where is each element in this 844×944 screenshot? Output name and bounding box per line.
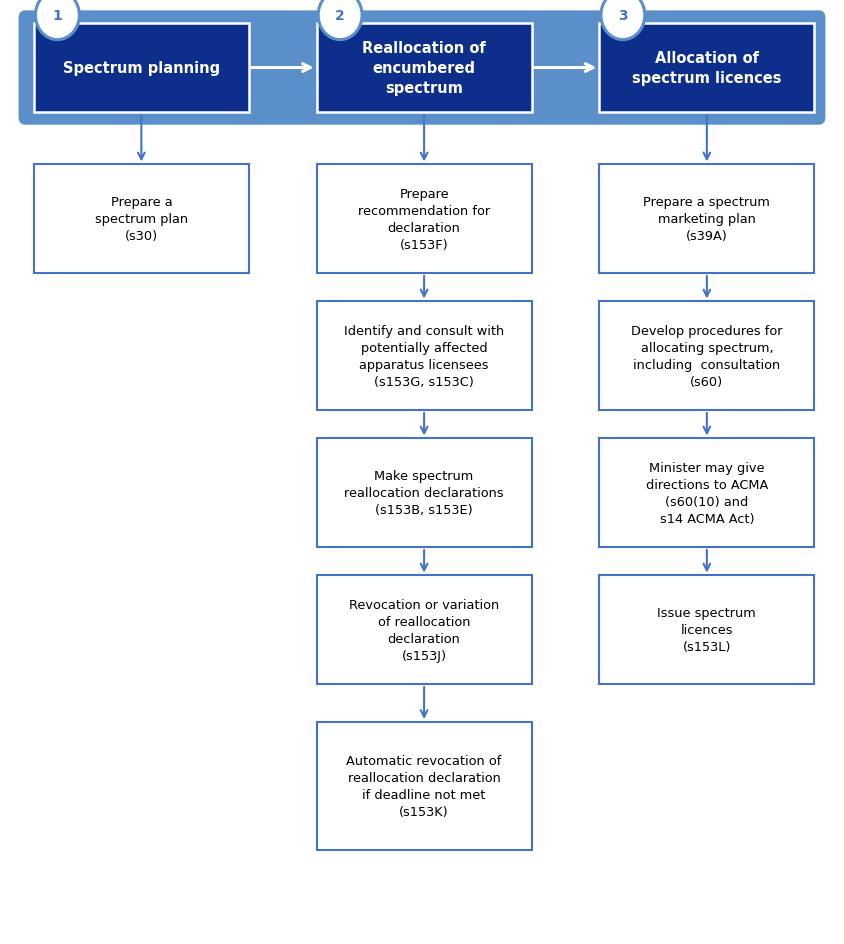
FancyBboxPatch shape <box>316 722 532 850</box>
Text: Spectrum planning: Spectrum planning <box>62 61 220 76</box>
Text: Make spectrum
reallocation declarations
(s153B, s153E): Make spectrum reallocation declarations … <box>344 470 504 516</box>
FancyBboxPatch shape <box>316 576 532 684</box>
Text: Automatic revocation of
reallocation declaration
if deadline not met
(s153K): Automatic revocation of reallocation dec… <box>346 754 502 818</box>
Text: Reallocation of
encumbered
spectrum: Reallocation of encumbered spectrum <box>362 42 486 95</box>
FancyBboxPatch shape <box>599 576 814 684</box>
Text: Identify and consult with
potentially affected
apparatus licensees
(s153G, s153C: Identify and consult with potentially af… <box>344 325 504 388</box>
Text: 1: 1 <box>52 9 62 23</box>
Text: Develop procedures for
allocating spectrum,
including  consultation
(s60): Develop procedures for allocating spectr… <box>631 325 782 388</box>
FancyBboxPatch shape <box>599 439 814 548</box>
FancyBboxPatch shape <box>316 302 532 411</box>
Text: Revocation or variation
of reallocation
declaration
(s153J): Revocation or variation of reallocation … <box>349 598 500 662</box>
FancyBboxPatch shape <box>19 11 825 126</box>
Text: Prepare a
spectrum plan
(s30): Prepare a spectrum plan (s30) <box>95 196 188 243</box>
Text: Issue spectrum
licences
(s153L): Issue spectrum licences (s153L) <box>657 607 756 653</box>
FancyBboxPatch shape <box>599 302 814 411</box>
FancyBboxPatch shape <box>316 24 532 113</box>
Circle shape <box>318 0 362 41</box>
Text: 3: 3 <box>618 9 628 23</box>
FancyBboxPatch shape <box>34 165 249 274</box>
Text: Allocation of
spectrum licences: Allocation of spectrum licences <box>632 51 782 86</box>
Circle shape <box>601 0 645 41</box>
Text: 2: 2 <box>335 9 345 23</box>
FancyBboxPatch shape <box>599 165 814 274</box>
FancyBboxPatch shape <box>316 439 532 548</box>
FancyBboxPatch shape <box>34 24 249 113</box>
Circle shape <box>35 0 79 41</box>
Text: Prepare a spectrum
marketing plan
(s39A): Prepare a spectrum marketing plan (s39A) <box>643 196 771 243</box>
Text: Prepare
recommendation for
declaration
(s153F): Prepare recommendation for declaration (… <box>358 188 490 251</box>
Text: Minister may give
directions to ACMA
(s60(10) and
s14 ACMA Act): Minister may give directions to ACMA (s6… <box>646 462 768 525</box>
FancyBboxPatch shape <box>316 165 532 274</box>
FancyBboxPatch shape <box>599 24 814 113</box>
